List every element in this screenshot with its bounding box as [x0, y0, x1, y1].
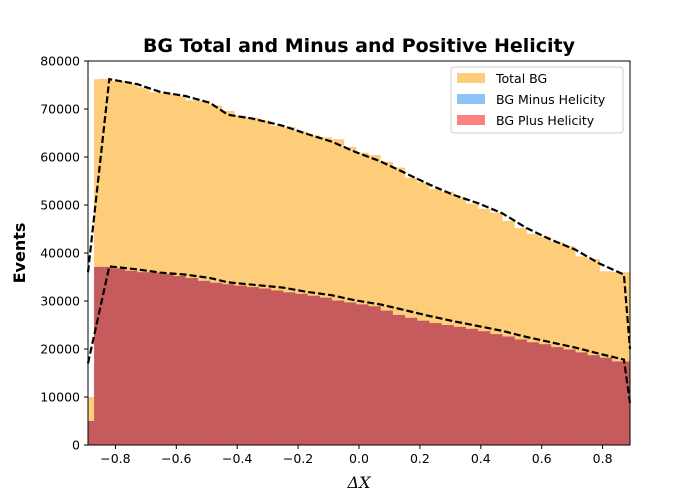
y-tick-label: 20000: [40, 342, 80, 357]
bg-plus-helicity-bin: [173, 276, 186, 445]
bg-plus-helicity-bin: [563, 349, 576, 445]
x-tick-label: −0.6: [161, 451, 191, 466]
bg-plus-helicity-bin: [258, 288, 272, 445]
bg-plus-helicity-bin: [477, 331, 491, 445]
bg-plus-helicity-bin: [380, 310, 393, 445]
bg-plus-helicity-bin: [502, 336, 515, 445]
bg-plus-helicity-bin: [392, 314, 406, 445]
y-tick-label: 80000: [40, 54, 80, 69]
bg-plus-helicity-bin: [246, 287, 259, 445]
bg-plus-helicity-bin: [514, 339, 527, 445]
bg-plus-helicity-bin: [319, 297, 332, 445]
bg-plus-helicity-bin: [550, 347, 564, 445]
x-tick-label: 0.0: [349, 451, 369, 466]
bg-plus-helicity-bin: [88, 421, 95, 445]
fit-line-total: [86, 77, 632, 350]
y-tick-label: 30000: [40, 294, 80, 309]
x-tick-label: 0.6: [532, 451, 552, 466]
legend-label-plus: BG Plus Helicity: [496, 113, 595, 128]
legend-swatch-minus: [457, 94, 485, 104]
bg-plus-helicity-bin: [148, 272, 162, 445]
x-axis-label: ΔX: [347, 473, 372, 492]
bg-plus-helicity-bin: [94, 266, 101, 445]
bg-plus-helicity-bin: [307, 295, 320, 445]
bg-plus-helicity-bin: [124, 270, 138, 445]
chart-title: BG Total and Minus and Positive Helicity: [143, 35, 576, 57]
bg-plus-helicity-bin: [368, 306, 381, 445]
bg-plus-helicity-bin: [599, 357, 613, 445]
bg-plus-helicity-bin: [526, 342, 540, 445]
bg-plus-helicity-bin: [538, 344, 552, 445]
bg-plus-helicity-bin: [575, 352, 588, 445]
bg-plus-helicity-bin: [136, 272, 150, 445]
total-bg-bin: [94, 79, 101, 446]
bg-plus-helicity-bin: [221, 284, 235, 445]
y-tick-label: 10000: [40, 390, 80, 405]
bg-plus-helicity-bin: [489, 334, 503, 445]
bg-plus-helicity-bin: [209, 282, 223, 445]
y-tick-label: 50000: [40, 198, 80, 213]
bg-plus-helicity-bin: [623, 361, 631, 445]
bg-plus-helicity-bin: [441, 325, 454, 445]
legend-swatch-total: [457, 73, 485, 83]
series-bg-plus-helicity: [88, 266, 631, 445]
bg-plus-helicity-bin: [282, 292, 296, 445]
x-tick-label: −0.8: [100, 451, 130, 466]
legend-swatch-plus: [457, 115, 485, 125]
x-axis: −0.8 −0.6 −0.4 −0.2 0.0 0.2 0.4 0.6 0.8: [100, 445, 613, 466]
bg-plus-helicity-bin: [112, 268, 125, 445]
y-tick-label: 40000: [40, 246, 80, 261]
y-tick-label: 0: [72, 438, 80, 453]
x-tick-label: −0.4: [222, 451, 252, 466]
y-axis: 0 10000 20000 30000 40000 50000 60000 70000 8000…: [40, 54, 88, 453]
bg-plus-helicity-bin: [234, 285, 247, 445]
bg-plus-helicity-bin: [416, 320, 430, 445]
plot-area: [88, 78, 631, 446]
fit-lines: [86, 77, 632, 403]
bg-plus-helicity-bin: [270, 290, 284, 445]
legend-box: [450, 66, 624, 134]
bg-plus-helicity-bin: [331, 300, 345, 445]
total-bg-bin: [623, 272, 631, 445]
y-tick-label: 60000: [40, 150, 80, 165]
bg-plus-helicity-bin: [611, 361, 625, 445]
bg-plus-helicity-bin: [161, 274, 174, 445]
bg-plus-helicity-bin: [465, 328, 479, 445]
bg-plus-helicity-bin: [355, 304, 369, 445]
legend: Total BG BG Minus Helicity BG Plus Helic…: [450, 66, 624, 134]
legend-label-minus: BG Minus Helicity: [496, 92, 606, 107]
x-tick-label: 0.2: [410, 451, 430, 466]
bg-plus-helicity-bin: [100, 266, 113, 445]
y-axis-label: Events: [10, 223, 29, 284]
bg-plus-helicity-bin: [295, 293, 308, 445]
bg-plus-helicity-bin: [185, 277, 199, 445]
legend-label-total: Total BG: [495, 71, 547, 86]
bg-plus-helicity-bin: [587, 355, 600, 445]
x-tick-label: −0.2: [283, 451, 313, 466]
x-tick-label: 0.4: [471, 451, 491, 466]
bg-plus-helicity-bin: [404, 317, 418, 445]
bg-plus-helicity-bin: [429, 323, 442, 445]
bg-plus-helicity-bin: [343, 302, 357, 445]
y-tick-label: 70000: [40, 102, 80, 117]
x-tick-label: 0.8: [593, 451, 613, 466]
bg-plus-helicity-bin: [453, 326, 466, 445]
bg-plus-helicity-bin: [197, 280, 211, 445]
fit-line-plus: [86, 265, 632, 403]
